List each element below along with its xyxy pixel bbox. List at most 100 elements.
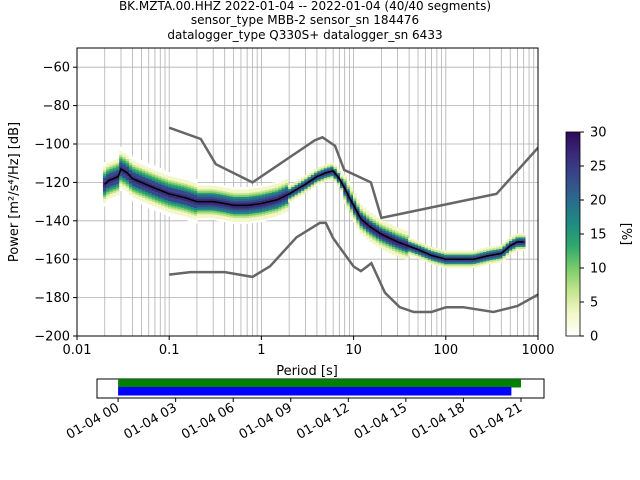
heatmap-cell — [349, 196, 354, 200]
heatmap-cell — [486, 250, 490, 254]
heatmap-cell — [174, 192, 179, 195]
heatmap-cell — [239, 219, 243, 222]
heatmap-cell — [482, 261, 487, 264]
heatmap-cell — [369, 235, 373, 239]
heatmap-cell — [216, 211, 221, 214]
heatmap-cell — [232, 219, 237, 222]
heatmap-cell — [492, 257, 497, 260]
heatmap-cell — [229, 202, 234, 205]
heatmap-cell — [125, 166, 130, 169]
heatmap-cell — [239, 206, 243, 209]
x-tick-label: 0.01 — [63, 343, 92, 358]
heatmap-cell — [190, 185, 195, 188]
heatmap-cell — [265, 210, 269, 213]
heatmap-cell — [317, 178, 321, 181]
heatmap-cell — [164, 211, 169, 214]
heatmap-cell — [271, 201, 276, 204]
heatmap-cell — [430, 247, 435, 250]
heatmap-cell — [106, 162, 110, 165]
heatmap-cell — [154, 170, 159, 173]
heatmap-cell — [476, 255, 481, 258]
heatmap-cell — [265, 218, 269, 221]
heatmap-cell — [109, 180, 114, 183]
heatmap-cell — [187, 182, 191, 185]
heatmap-cell — [226, 201, 230, 204]
heatmap-cell — [177, 208, 182, 211]
heatmap-cell — [206, 202, 211, 205]
heatmap-cell — [242, 219, 247, 222]
heatmap-cell — [184, 187, 188, 190]
heatmap-cell — [495, 254, 500, 258]
heatmap-cell — [109, 170, 114, 173]
heatmap-cell — [258, 194, 263, 198]
heatmap-cell — [271, 203, 276, 206]
heatmap-cell — [294, 190, 299, 193]
heatmap-cell — [414, 255, 419, 258]
heatmap-cell — [281, 203, 286, 206]
heatmap-cell — [473, 261, 477, 264]
heatmap-cell — [216, 214, 221, 218]
heatmap-cell — [258, 193, 263, 196]
heatmap-cell — [203, 185, 208, 188]
heatmap-cell — [388, 251, 393, 254]
heatmap-cell — [434, 263, 438, 266]
heatmap-cell — [271, 191, 276, 195]
heatmap-cell — [122, 162, 127, 165]
heatmap-cell — [245, 215, 250, 219]
heatmap-cell — [164, 180, 169, 183]
heatmap-cell — [148, 181, 153, 184]
heatmap-cell — [219, 207, 224, 210]
heatmap-cell — [184, 218, 188, 221]
heatmap-cell — [138, 198, 143, 201]
heatmap-cell — [466, 252, 471, 255]
heatmap-cell — [216, 203, 221, 206]
heatmap-cell — [265, 185, 269, 189]
heatmap-cell — [128, 196, 133, 199]
heatmap-cell — [229, 217, 234, 220]
heatmap-cell — [115, 160, 120, 163]
heatmap-cell — [372, 226, 377, 229]
heatmap-cell — [236, 212, 240, 215]
heatmap-cell — [278, 203, 282, 206]
heatmap-cell — [177, 204, 182, 208]
heatmap-cell — [171, 189, 175, 193]
heatmap-cell — [184, 204, 188, 207]
heatmap-cell — [518, 233, 523, 236]
heatmap-cell — [213, 199, 217, 202]
heatmap-cell — [268, 194, 273, 197]
heatmap-cell — [180, 174, 185, 178]
heatmap-cell — [193, 198, 198, 201]
heatmap-cell — [411, 248, 416, 251]
heatmap-cell — [171, 184, 175, 187]
heatmap-cell — [473, 265, 477, 268]
heatmap-cell — [320, 179, 325, 182]
heatmap-cell — [109, 159, 114, 162]
heatmap-cell — [197, 206, 201, 209]
heatmap-cell — [284, 180, 289, 183]
heatmap-cell — [158, 187, 162, 190]
heatmap-cell — [200, 194, 204, 198]
heatmap-cell — [265, 212, 269, 215]
heatmap-cell — [119, 164, 123, 167]
heatmap-cell — [151, 192, 156, 195]
heatmap-cell — [388, 249, 393, 252]
heatmap-cell — [193, 219, 198, 222]
heatmap-cell — [495, 256, 500, 260]
heatmap-cell — [473, 255, 477, 259]
heatmap-cell — [232, 196, 237, 199]
heatmap-cell — [508, 240, 513, 243]
heatmap-cell — [242, 210, 247, 213]
heatmap-cell — [242, 212, 247, 215]
heatmap-cell — [236, 187, 240, 190]
heatmap-cell — [132, 182, 136, 185]
heatmap-cell — [340, 178, 344, 181]
heatmap-cell — [255, 204, 260, 208]
heatmap-cell — [174, 196, 179, 199]
heatmap-cell — [388, 245, 393, 248]
heatmap-cell — [411, 241, 416, 244]
heatmap-cell — [197, 196, 201, 199]
heatmap-cell — [154, 209, 159, 212]
heatmap-cell — [499, 256, 503, 259]
heatmap-cell — [372, 240, 377, 243]
heatmap-cell — [232, 200, 237, 203]
